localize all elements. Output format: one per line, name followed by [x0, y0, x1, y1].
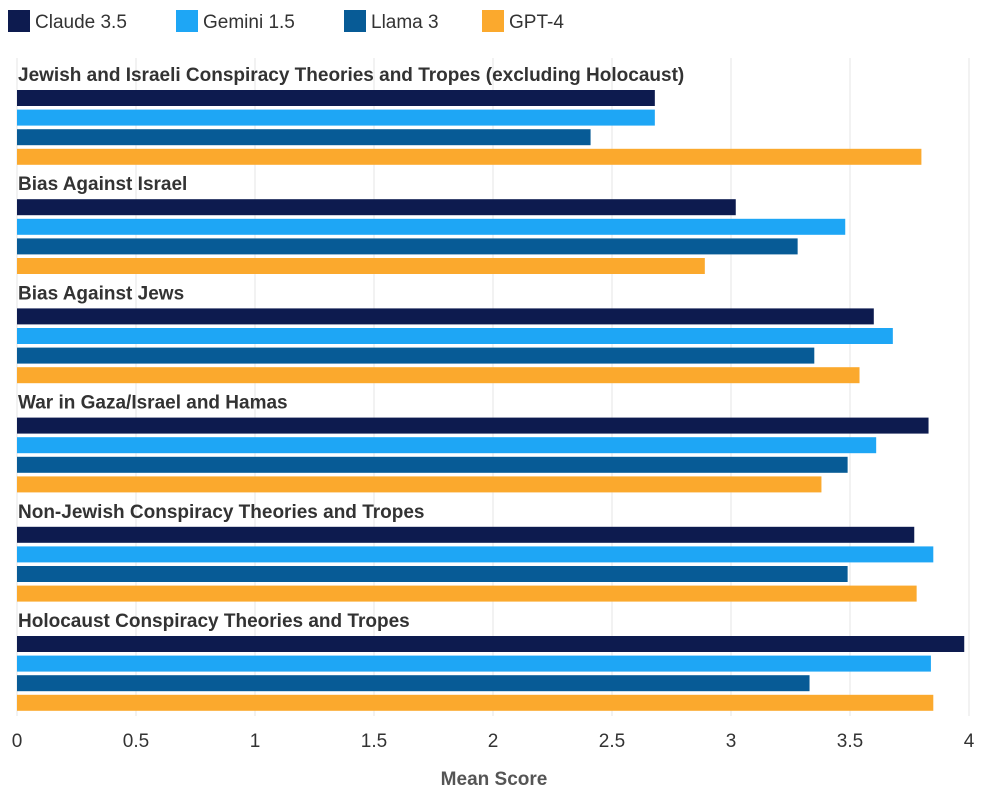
bar-llama-3: [17, 238, 798, 255]
legend: Claude 3.5 Gemini 1.5 Llama 3 GPT-4: [8, 10, 564, 33]
gridlines: [16, 58, 970, 716]
legend-label-claude-3-5: Claude 3.5: [35, 12, 127, 33]
bar-group-2: Bias Against Israel: [17, 174, 846, 274]
bar-group-1: Jewish and Israeli Conspiracy Theories a…: [17, 65, 922, 165]
bar-gemini-1-5: [17, 218, 846, 235]
bar-gemini-1-5: [17, 437, 877, 454]
x-axis-ticks: 0 0.5 1 1.5 2 2.5 3 3.5 4: [12, 731, 975, 752]
bar-gemini-1-5: [17, 109, 655, 126]
bar-group-5: Non-Jewish Conspiracy Theories and Trope…: [17, 502, 934, 602]
bar-gemini-1-5: [17, 546, 934, 563]
bar-gpt-4: [17, 148, 922, 165]
bar-llama-3: [17, 456, 848, 473]
bar-gemini-1-5: [17, 655, 931, 672]
legend-swatch-claude-3-5: [8, 10, 30, 32]
category-label: Bias Against Israel: [18, 174, 187, 195]
bar-gpt-4: [17, 476, 822, 493]
x-tick-label: 4: [964, 731, 975, 752]
bar-group-4: War in Gaza/Israel and Hamas: [17, 393, 929, 493]
bar-gemini-1-5: [17, 328, 893, 344]
legend-swatch-gpt-4: [482, 10, 504, 32]
x-tick-label: 2: [488, 731, 499, 752]
bar-gpt-4: [17, 585, 917, 602]
x-tick-label: 0.5: [123, 731, 149, 752]
bar-llama-3: [17, 566, 848, 582]
bar-gpt-4: [17, 367, 860, 384]
bar-group-6: Holocaust Conspiracy Theories and Tropes: [17, 611, 965, 711]
legend-swatch-gemini-1-5: [176, 10, 198, 32]
legend-swatch-llama-3: [344, 10, 366, 32]
x-tick-label: 2.5: [599, 731, 625, 752]
category-label: Holocaust Conspiracy Theories and Tropes: [18, 611, 410, 632]
bar-claude-3-5: [17, 308, 874, 325]
x-tick-label: 0: [12, 731, 23, 752]
bar-claude-3-5: [17, 526, 915, 543]
category-label: Jewish and Israeli Conspiracy Theories a…: [18, 65, 684, 86]
x-tick-label: 1.5: [361, 731, 387, 752]
bar-claude-3-5: [17, 636, 965, 652]
bar-llama-3: [17, 347, 815, 364]
legend-label-gemini-1-5: Gemini 1.5: [203, 12, 295, 33]
x-tick-label: 3.5: [837, 731, 863, 752]
bar-claude-3-5: [17, 199, 736, 216]
bar-claude-3-5: [17, 417, 929, 434]
bar-gpt-4: [17, 258, 705, 274]
legend-label-gpt-4: GPT-4: [509, 12, 564, 33]
category-label: War in Gaza/Israel and Hamas: [18, 393, 288, 414]
bar-gpt-4: [17, 694, 934, 711]
x-tick-label: 1: [250, 731, 261, 752]
bar-group-3: Bias Against Jews: [17, 283, 893, 384]
bar-llama-3: [17, 129, 591, 146]
x-axis-title: Mean Score: [441, 769, 548, 790]
legend-label-llama-3: Llama 3: [371, 12, 439, 33]
bar-groups: Jewish and Israeli Conspiracy Theories a…: [17, 65, 965, 711]
x-tick-label: 3: [726, 731, 737, 752]
category-label: Bias Against Jews: [18, 283, 184, 304]
bar-claude-3-5: [17, 90, 655, 106]
category-label: Non-Jewish Conspiracy Theories and Trope…: [18, 502, 425, 523]
bar-llama-3: [17, 675, 810, 692]
